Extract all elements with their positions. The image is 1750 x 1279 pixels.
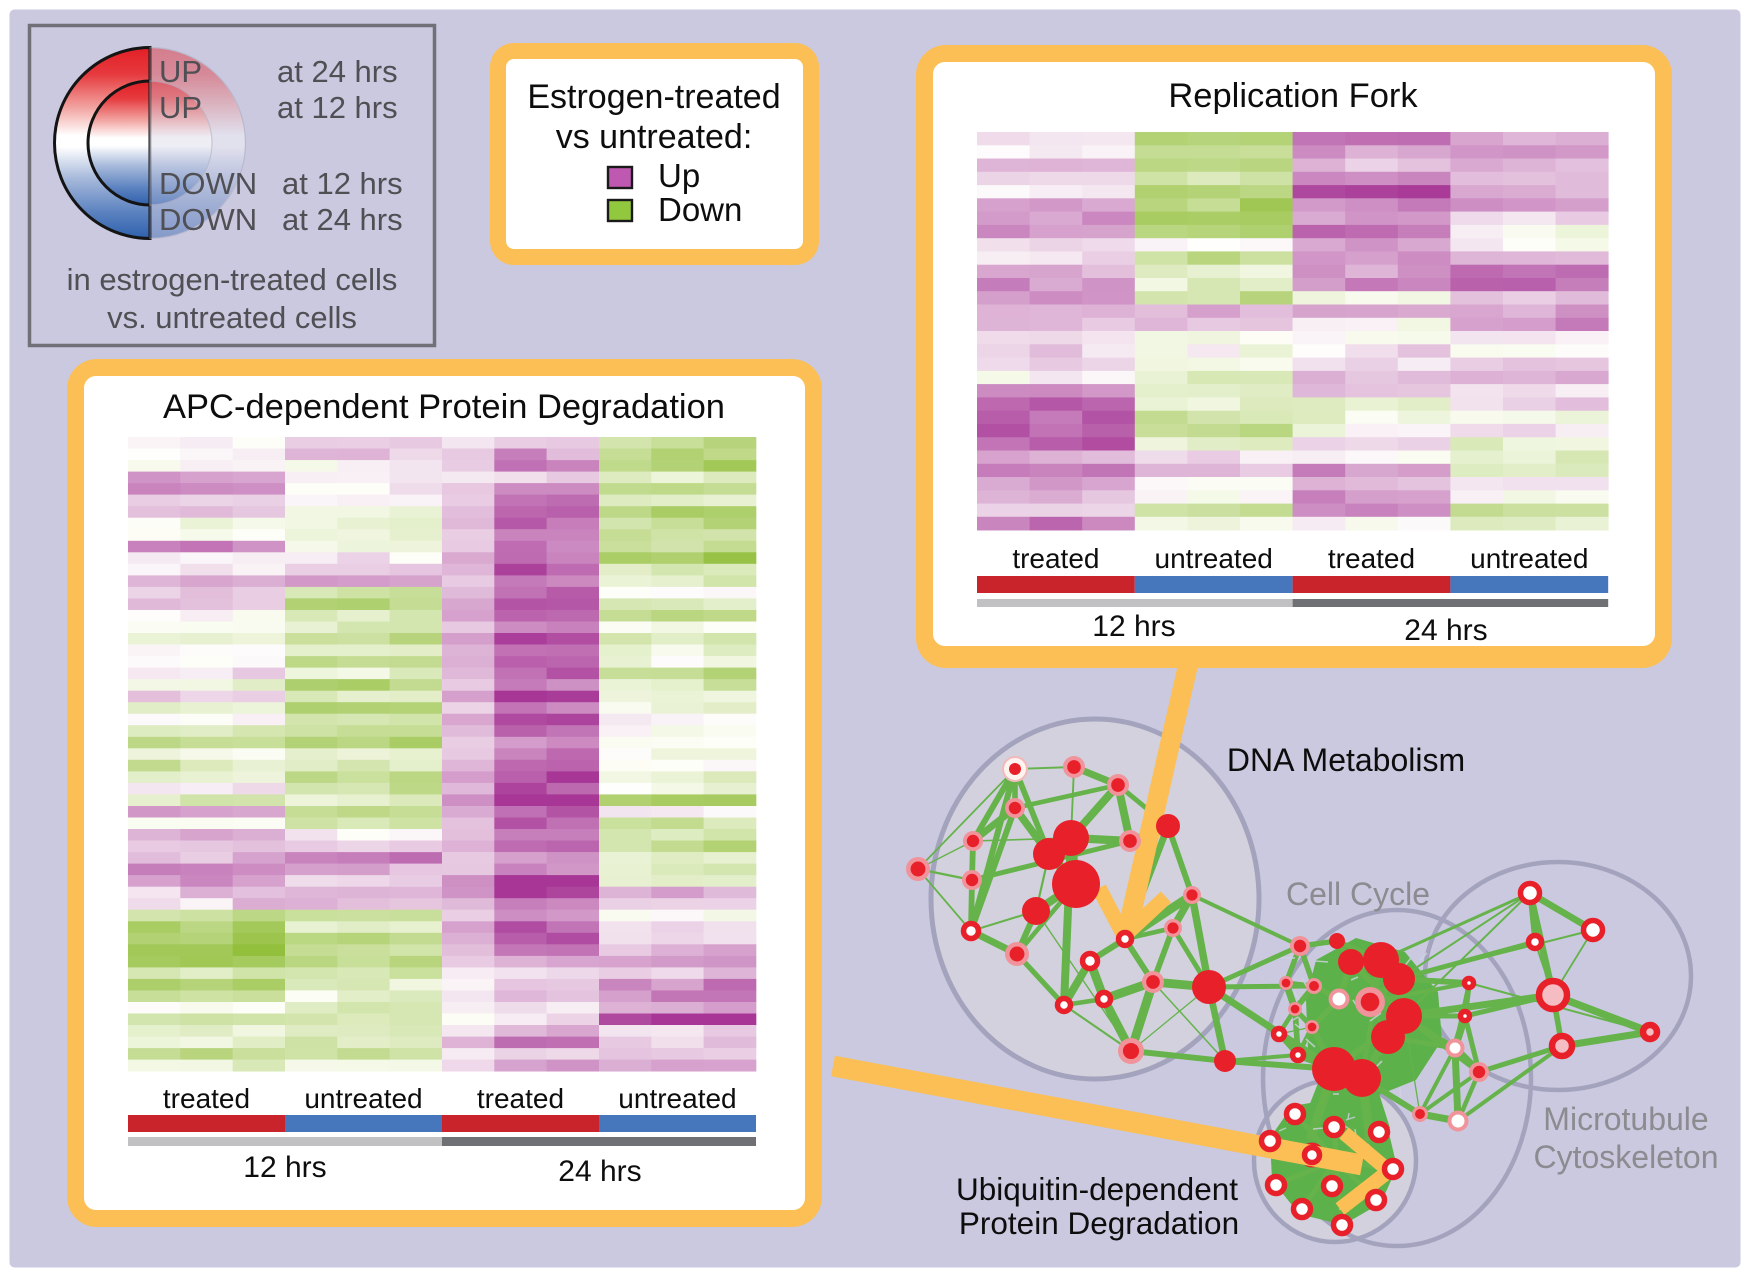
svg-text:APC-dependent Protein Degradat: APC-dependent Protein Degradation [163,388,725,426]
svg-text:UP: UP [159,54,202,89]
svg-text:in estrogen-treated cells: in estrogen-treated cells [67,262,398,297]
svg-text:untreated: untreated [1155,543,1273,574]
svg-text:Cell Cycle: Cell Cycle [1286,876,1430,912]
svg-text:at 24 hrs: at 24 hrs [277,54,398,89]
svg-text:untreated: untreated [618,1083,736,1114]
svg-text:treated: treated [1328,543,1415,574]
svg-text:treated: treated [163,1083,250,1114]
svg-text:DOWN: DOWN [159,202,257,237]
svg-text:Estrogen-treated: Estrogen-treated [527,78,780,116]
svg-text:Replication Fork: Replication Fork [1168,77,1418,115]
svg-text:12 hrs: 12 hrs [243,1151,326,1184]
svg-text:treated: treated [1012,543,1099,574]
svg-text:Down: Down [658,191,742,228]
svg-text:UP: UP [159,90,202,125]
svg-text:vs untreated:: vs untreated: [556,118,753,156]
svg-text:12 hrs: 12 hrs [1092,610,1175,643]
svg-text:untreated: untreated [304,1083,422,1114]
svg-text:24 hrs: 24 hrs [1404,614,1487,647]
svg-text:untreated: untreated [1470,543,1588,574]
svg-text:at 12 hrs: at 12 hrs [282,166,403,201]
svg-text:vs. untreated cells: vs. untreated cells [107,300,357,335]
svg-text:at 12 hrs: at 12 hrs [277,90,398,125]
svg-text:Cytoskeleton: Cytoskeleton [1534,1139,1719,1175]
svg-text:Protein Degradation: Protein Degradation [959,1205,1239,1241]
svg-text:Up: Up [658,157,700,194]
svg-text:at 24 hrs: at 24 hrs [282,202,403,237]
svg-text:24 hrs: 24 hrs [558,1155,641,1188]
svg-text:Ubiquitin-dependent: Ubiquitin-dependent [956,1171,1238,1207]
svg-text:DNA Metabolism: DNA Metabolism [1227,742,1465,778]
svg-text:DOWN: DOWN [159,166,257,201]
svg-text:Microtubule: Microtubule [1543,1101,1708,1137]
svg-text:treated: treated [477,1083,564,1114]
